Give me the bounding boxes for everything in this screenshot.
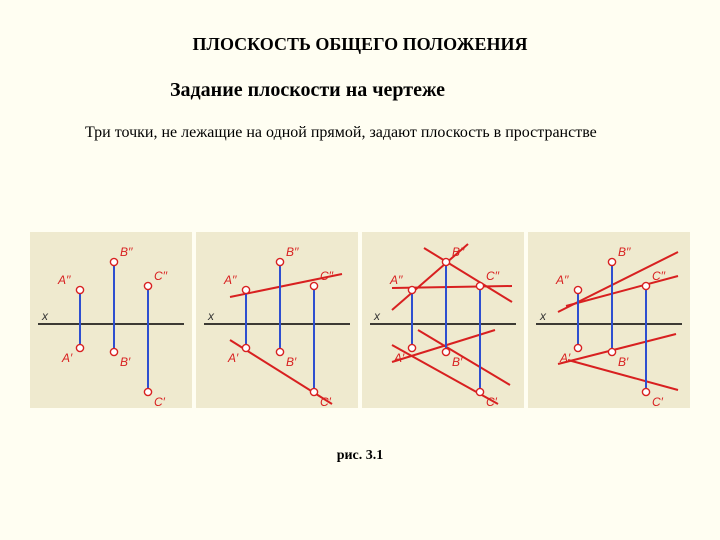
panel-1: x A′′ A′ B′′ B′ C′′ C′ bbox=[30, 232, 192, 408]
svg-text:B′: B′ bbox=[120, 355, 131, 369]
page-subtitle: Задание плоскости на чертеже bbox=[170, 79, 720, 102]
svg-text:C′: C′ bbox=[486, 395, 498, 408]
svg-text:A′: A′ bbox=[227, 351, 239, 365]
svg-text:C′′: C′′ bbox=[486, 269, 500, 283]
svg-text:B′: B′ bbox=[452, 355, 463, 369]
svg-text:B′: B′ bbox=[618, 355, 629, 369]
svg-text:x: x bbox=[207, 309, 215, 323]
diagram-panels: x A′′ A′ B′′ B′ C′′ C′ x A′′ A′ B′′ B′ C′′ C′ x A′′ A′… bbox=[30, 232, 690, 408]
svg-text:B′′: B′′ bbox=[286, 245, 299, 259]
svg-text:C′′: C′′ bbox=[652, 269, 666, 283]
svg-text:C′′: C′′ bbox=[320, 269, 334, 283]
svg-text:x: x bbox=[539, 309, 547, 323]
svg-text:B′′: B′′ bbox=[120, 245, 133, 259]
svg-text:B′′: B′′ bbox=[618, 245, 631, 259]
page-title: ПЛОСКОСТЬ ОБЩЕГО ПОЛОЖЕНИЯ bbox=[0, 0, 720, 55]
svg-text:A′′: A′′ bbox=[555, 273, 569, 287]
panel-3: x A′′ A′ B′′ B′ C′′ C′ bbox=[362, 232, 524, 408]
svg-text:A′′: A′′ bbox=[223, 273, 237, 287]
svg-text:A′′: A′′ bbox=[389, 273, 403, 287]
svg-text:B′: B′ bbox=[286, 355, 297, 369]
svg-text:C′: C′ bbox=[320, 395, 332, 408]
figure-caption: рис. 3.1 bbox=[0, 448, 720, 464]
svg-text:C′: C′ bbox=[154, 395, 166, 408]
svg-text:x: x bbox=[41, 309, 49, 323]
svg-text:A′′: A′′ bbox=[57, 273, 71, 287]
svg-text:B′′: B′′ bbox=[452, 245, 465, 259]
panel-2: x A′′ A′ B′′ B′ C′′ C′ bbox=[196, 232, 358, 408]
svg-text:C′′: C′′ bbox=[154, 269, 168, 283]
svg-text:C′: C′ bbox=[652, 395, 664, 408]
svg-text:A′: A′ bbox=[61, 351, 73, 365]
panel-4: x A′′ A′ B′′ B′ C′′ C′ bbox=[528, 232, 690, 408]
svg-text:A′: A′ bbox=[393, 351, 405, 365]
svg-text:x: x bbox=[373, 309, 381, 323]
body-text: Три точки, не лежащие на одной прямой, з… bbox=[85, 124, 720, 142]
svg-text:A′: A′ bbox=[559, 351, 571, 365]
